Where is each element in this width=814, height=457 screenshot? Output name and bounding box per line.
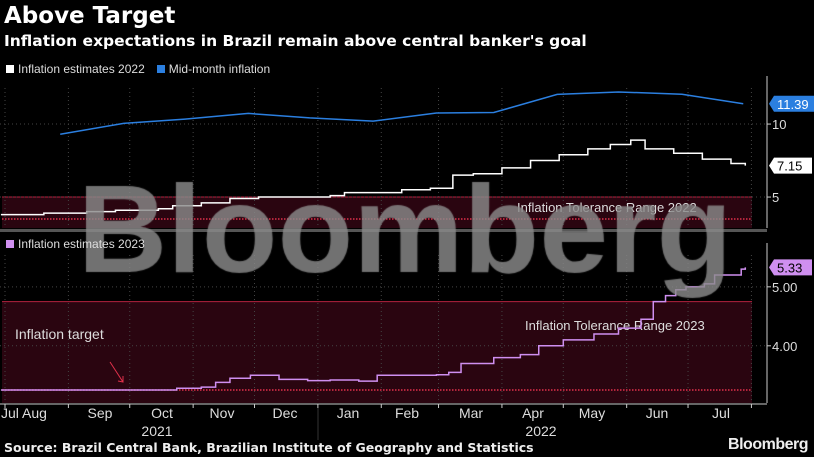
last-value-badge: 7.15 <box>769 157 812 174</box>
x-tick-label-month: Mar <box>459 405 483 421</box>
x-tick-label-month: Jul <box>712 405 730 421</box>
tolerance-band-label: Inflation Tolerance Range 2023 <box>525 318 705 333</box>
badge-value: 11.39 <box>777 97 809 112</box>
x-tick-label-month: Jan <box>337 405 360 421</box>
tolerance-band <box>2 301 752 403</box>
badge-value: 5.33 <box>777 260 802 275</box>
bloomberg-logo: Bloomberg <box>728 436 808 453</box>
x-tick-label-month: Aug <box>22 405 47 421</box>
y-tick-label: 10 <box>772 117 786 132</box>
x-tick-label-year: 2021 <box>141 423 172 439</box>
tolerance-band-label: Inflation Tolerance Range 2022 <box>517 200 697 215</box>
inflation-target-annotation: Inflation target <box>15 326 104 342</box>
x-tick-label-month: Apr <box>522 405 544 421</box>
badge-value: 7.15 <box>777 159 802 174</box>
y-tick-label: 5 <box>772 190 779 205</box>
x-tick-label-month: Sep <box>88 405 113 421</box>
x-tick-label-month: Dec <box>273 405 298 421</box>
last-value-badge: 11.39 <box>769 95 814 112</box>
y-tick-label: 5.00 <box>772 280 797 295</box>
x-tick-label-year: 2022 <box>525 423 556 439</box>
last-value-badge: 5.33 <box>769 259 812 276</box>
x-tick-label-month: Feb <box>395 405 419 421</box>
x-tick-label-month: Jul <box>1 405 19 421</box>
legend-swatch-purple <box>6 240 14 248</box>
panel-separator <box>0 229 767 232</box>
x-tick-label-month: Oct <box>151 405 173 421</box>
source-note: Source: Brazil Central Bank, Brazilian I… <box>4 440 534 455</box>
series-line <box>60 91 744 136</box>
legend-label: Inflation estimates 2023 <box>18 237 145 251</box>
legend-bottom: Inflation estimates 2023 <box>6 237 145 251</box>
x-tick-label-month: May <box>579 405 605 421</box>
y-tick-label: 4.00 <box>772 339 797 354</box>
x-tick-label-month: Nov <box>210 405 235 421</box>
x-tick-label-month: Jun <box>646 405 669 421</box>
